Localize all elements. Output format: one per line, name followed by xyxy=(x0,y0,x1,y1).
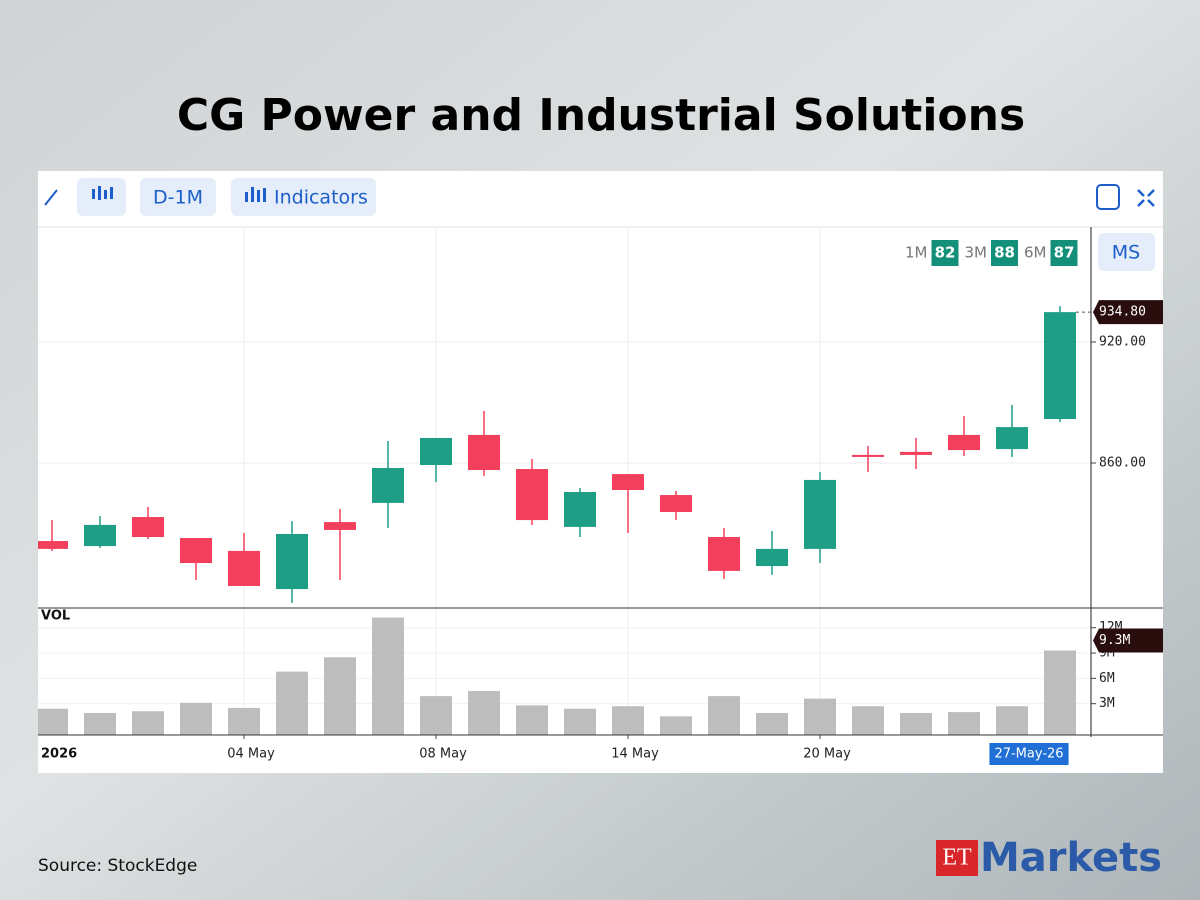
volume-bar xyxy=(276,671,308,735)
candle-body xyxy=(852,454,884,457)
ms-button[interactable] xyxy=(1098,233,1155,271)
volume-bar xyxy=(612,706,644,735)
volume-bar xyxy=(228,707,260,735)
logo-et: ET xyxy=(942,845,972,871)
volume-bar xyxy=(468,691,500,735)
x-cursor-box xyxy=(989,743,1069,765)
volume-bar xyxy=(756,712,788,735)
rating-score: 82 xyxy=(935,244,956,262)
volume-bar xyxy=(564,708,596,735)
candle-body xyxy=(372,468,404,503)
last-volume-label: 9.3M xyxy=(1099,633,1130,648)
volume-bar xyxy=(372,617,404,735)
volume-bar xyxy=(804,698,836,735)
volume-pane-label: VOL xyxy=(41,609,70,624)
volume-bar xyxy=(708,696,740,735)
rating-badge xyxy=(931,240,959,266)
last-price-label: 934.80 xyxy=(1099,305,1146,320)
x-tick-label: 08 May xyxy=(419,747,467,762)
candle-body xyxy=(900,451,932,455)
volume-bar xyxy=(948,712,980,735)
candle-body xyxy=(612,474,644,491)
candle-body xyxy=(948,434,980,451)
candle-body xyxy=(324,522,356,530)
rating-period: 6M xyxy=(1024,244,1047,262)
draw-tool-icon[interactable] xyxy=(44,189,58,206)
volume-bar xyxy=(900,712,932,735)
rating-score: 88 xyxy=(994,244,1015,262)
candle-body xyxy=(84,524,116,547)
candle-body xyxy=(132,517,164,538)
chart-type-button[interactable] xyxy=(77,178,126,216)
x-tick-label: 2026 xyxy=(41,747,77,762)
candle-body xyxy=(180,538,212,564)
indicators-label: Indicators xyxy=(274,187,368,209)
candle-body xyxy=(276,533,308,590)
fullscreen-button[interactable] xyxy=(1137,189,1155,207)
volume-bar xyxy=(420,696,452,735)
rating-period: 1M xyxy=(905,244,928,262)
ms-label: MS xyxy=(1112,242,1140,264)
candle-body xyxy=(804,479,836,549)
plot-area xyxy=(38,227,1091,735)
rating-period: 3M xyxy=(965,244,988,262)
candle-body xyxy=(564,492,596,527)
timeframe-label: D-1M xyxy=(153,187,203,209)
volume-bar xyxy=(38,708,68,735)
logo-markets: Markets xyxy=(980,835,1162,881)
last-volume-box xyxy=(1093,628,1163,653)
candle-body xyxy=(468,434,500,471)
ratings: 1M 82 3M 88 6M 87 xyxy=(905,240,1078,266)
candle-body xyxy=(660,495,692,512)
logo-et-box xyxy=(936,840,978,876)
rating-badge xyxy=(1050,240,1078,266)
candle-body xyxy=(996,427,1028,450)
volume-bar xyxy=(660,716,692,735)
candle-body xyxy=(516,469,548,521)
candle-body xyxy=(38,541,68,549)
volume-tick-label: 6M xyxy=(1099,671,1115,686)
x-tick-label: 27-May-26 xyxy=(994,747,1063,762)
rating-badge xyxy=(991,240,1018,266)
volume-bar xyxy=(852,706,884,735)
volume-tick-label: 3M xyxy=(1099,696,1115,711)
candle-body xyxy=(420,437,452,466)
volume-bar xyxy=(132,711,164,735)
indicators-button[interactable] xyxy=(231,178,376,216)
x-tick-label: 04 May xyxy=(227,747,275,762)
chart-panel xyxy=(38,171,1163,773)
volume-bar xyxy=(1044,650,1076,735)
timeframe-button[interactable] xyxy=(140,178,216,216)
toolbar: D-1M Indicators MS xyxy=(38,178,1163,271)
x-tick-label: 20 May xyxy=(803,747,851,762)
volume-bar xyxy=(996,706,1028,735)
candle-body xyxy=(228,550,260,587)
last-price-box xyxy=(1093,300,1163,325)
x-tick-label: 14 May xyxy=(611,747,659,762)
volume-bar xyxy=(180,702,212,735)
candle-body xyxy=(708,537,740,571)
source-note: Source: StockEdge xyxy=(38,856,197,876)
candle-body xyxy=(756,548,788,567)
y-tick-label: 860.00 xyxy=(1099,455,1146,470)
y-tick-label: 920.00 xyxy=(1099,334,1146,349)
save-button[interactable] xyxy=(1096,184,1120,210)
rating-score: 87 xyxy=(1054,244,1075,262)
volume-bar xyxy=(324,657,356,735)
volume-bar xyxy=(84,712,116,735)
volume-bar xyxy=(516,705,548,735)
indicators-icon xyxy=(245,187,266,202)
candle-body xyxy=(1044,312,1076,420)
page-title: CG Power and Industrial Solutions xyxy=(177,90,1025,141)
candle-icon xyxy=(92,186,113,200)
